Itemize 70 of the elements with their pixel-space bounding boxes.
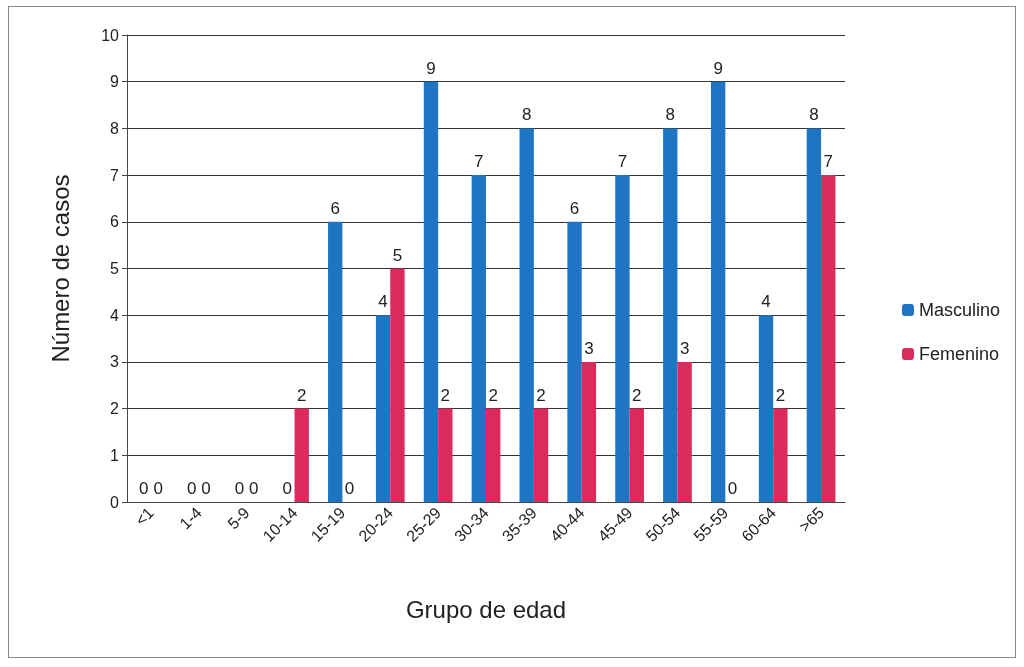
x-tick-label: >65 <box>795 503 828 536</box>
bar <box>615 175 630 502</box>
bar <box>773 408 788 502</box>
legend-label: Masculino <box>918 300 1001 320</box>
y-tick-label: 2 <box>110 400 120 418</box>
data-label: 4 <box>378 292 388 312</box>
data-label: 0 <box>249 479 259 498</box>
bar <box>663 128 678 502</box>
data-label: 0 <box>186 479 197 498</box>
bar <box>629 408 644 502</box>
data-label: 0 <box>344 479 355 498</box>
data-label: 3 <box>679 338 690 358</box>
bar <box>390 268 405 502</box>
bar <box>328 221 343 502</box>
data-label: 8 <box>809 105 819 125</box>
bar <box>423 81 439 502</box>
y-tick-label: 4 <box>110 306 120 324</box>
data-label: 2 <box>632 385 642 405</box>
bar <box>821 175 836 502</box>
data-label: 2 <box>775 385 786 405</box>
data-label: 0 <box>234 479 245 498</box>
bar <box>567 221 582 502</box>
bar <box>677 361 692 502</box>
x-tick-label: 1-4 <box>176 503 205 533</box>
y-tick-label: 10 <box>101 26 120 44</box>
y-tick-label: 9 <box>110 73 120 91</box>
y-axis-title: Número de casos <box>46 174 74 363</box>
bar <box>758 315 774 502</box>
legend-label: Femenino <box>918 344 1000 364</box>
data-label: 6 <box>569 198 580 218</box>
bar <box>581 361 597 502</box>
data-label: 6 <box>330 198 340 218</box>
bar <box>438 408 453 502</box>
data-label: 2 <box>440 385 451 405</box>
data-label: 0 <box>153 479 163 498</box>
bar <box>294 408 309 502</box>
bar <box>471 175 486 502</box>
y-tick-label: 1 <box>110 446 120 464</box>
data-label: 0 <box>727 479 738 498</box>
data-label: 9 <box>426 58 436 78</box>
data-label: 7 <box>617 152 628 172</box>
bar <box>486 408 501 502</box>
data-label: 8 <box>521 105 532 125</box>
y-tick-label: 7 <box>110 166 120 184</box>
data-label: 2 <box>296 385 307 405</box>
bar <box>375 315 391 502</box>
bar <box>519 128 534 502</box>
data-label: 0 <box>139 479 149 498</box>
x-axis-title: Grupo de edad <box>405 595 567 623</box>
data-label: 7 <box>823 152 833 172</box>
y-tick-label: 8 <box>110 119 120 137</box>
y-tick-label: 3 <box>110 353 120 371</box>
data-label: 8 <box>665 105 676 125</box>
data-label: 0 <box>201 479 211 498</box>
y-tick-label: 0 <box>110 493 120 511</box>
bar <box>710 81 726 502</box>
data-label: 9 <box>713 58 723 78</box>
y-tick-label: 6 <box>110 213 120 231</box>
x-tick-label: <1 <box>132 503 158 529</box>
data-label: 2 <box>488 385 498 405</box>
data-label: 7 <box>474 152 484 172</box>
bar <box>806 128 822 502</box>
data-label: 3 <box>584 338 594 358</box>
y-tick-label: 5 <box>110 260 120 277</box>
data-label: 5 <box>392 245 403 265</box>
x-tick-label: 5-9 <box>224 503 253 533</box>
bar <box>533 408 549 502</box>
data-label: 4 <box>761 292 771 312</box>
data-label: 2 <box>536 385 546 405</box>
data-label: 0 <box>282 479 293 498</box>
